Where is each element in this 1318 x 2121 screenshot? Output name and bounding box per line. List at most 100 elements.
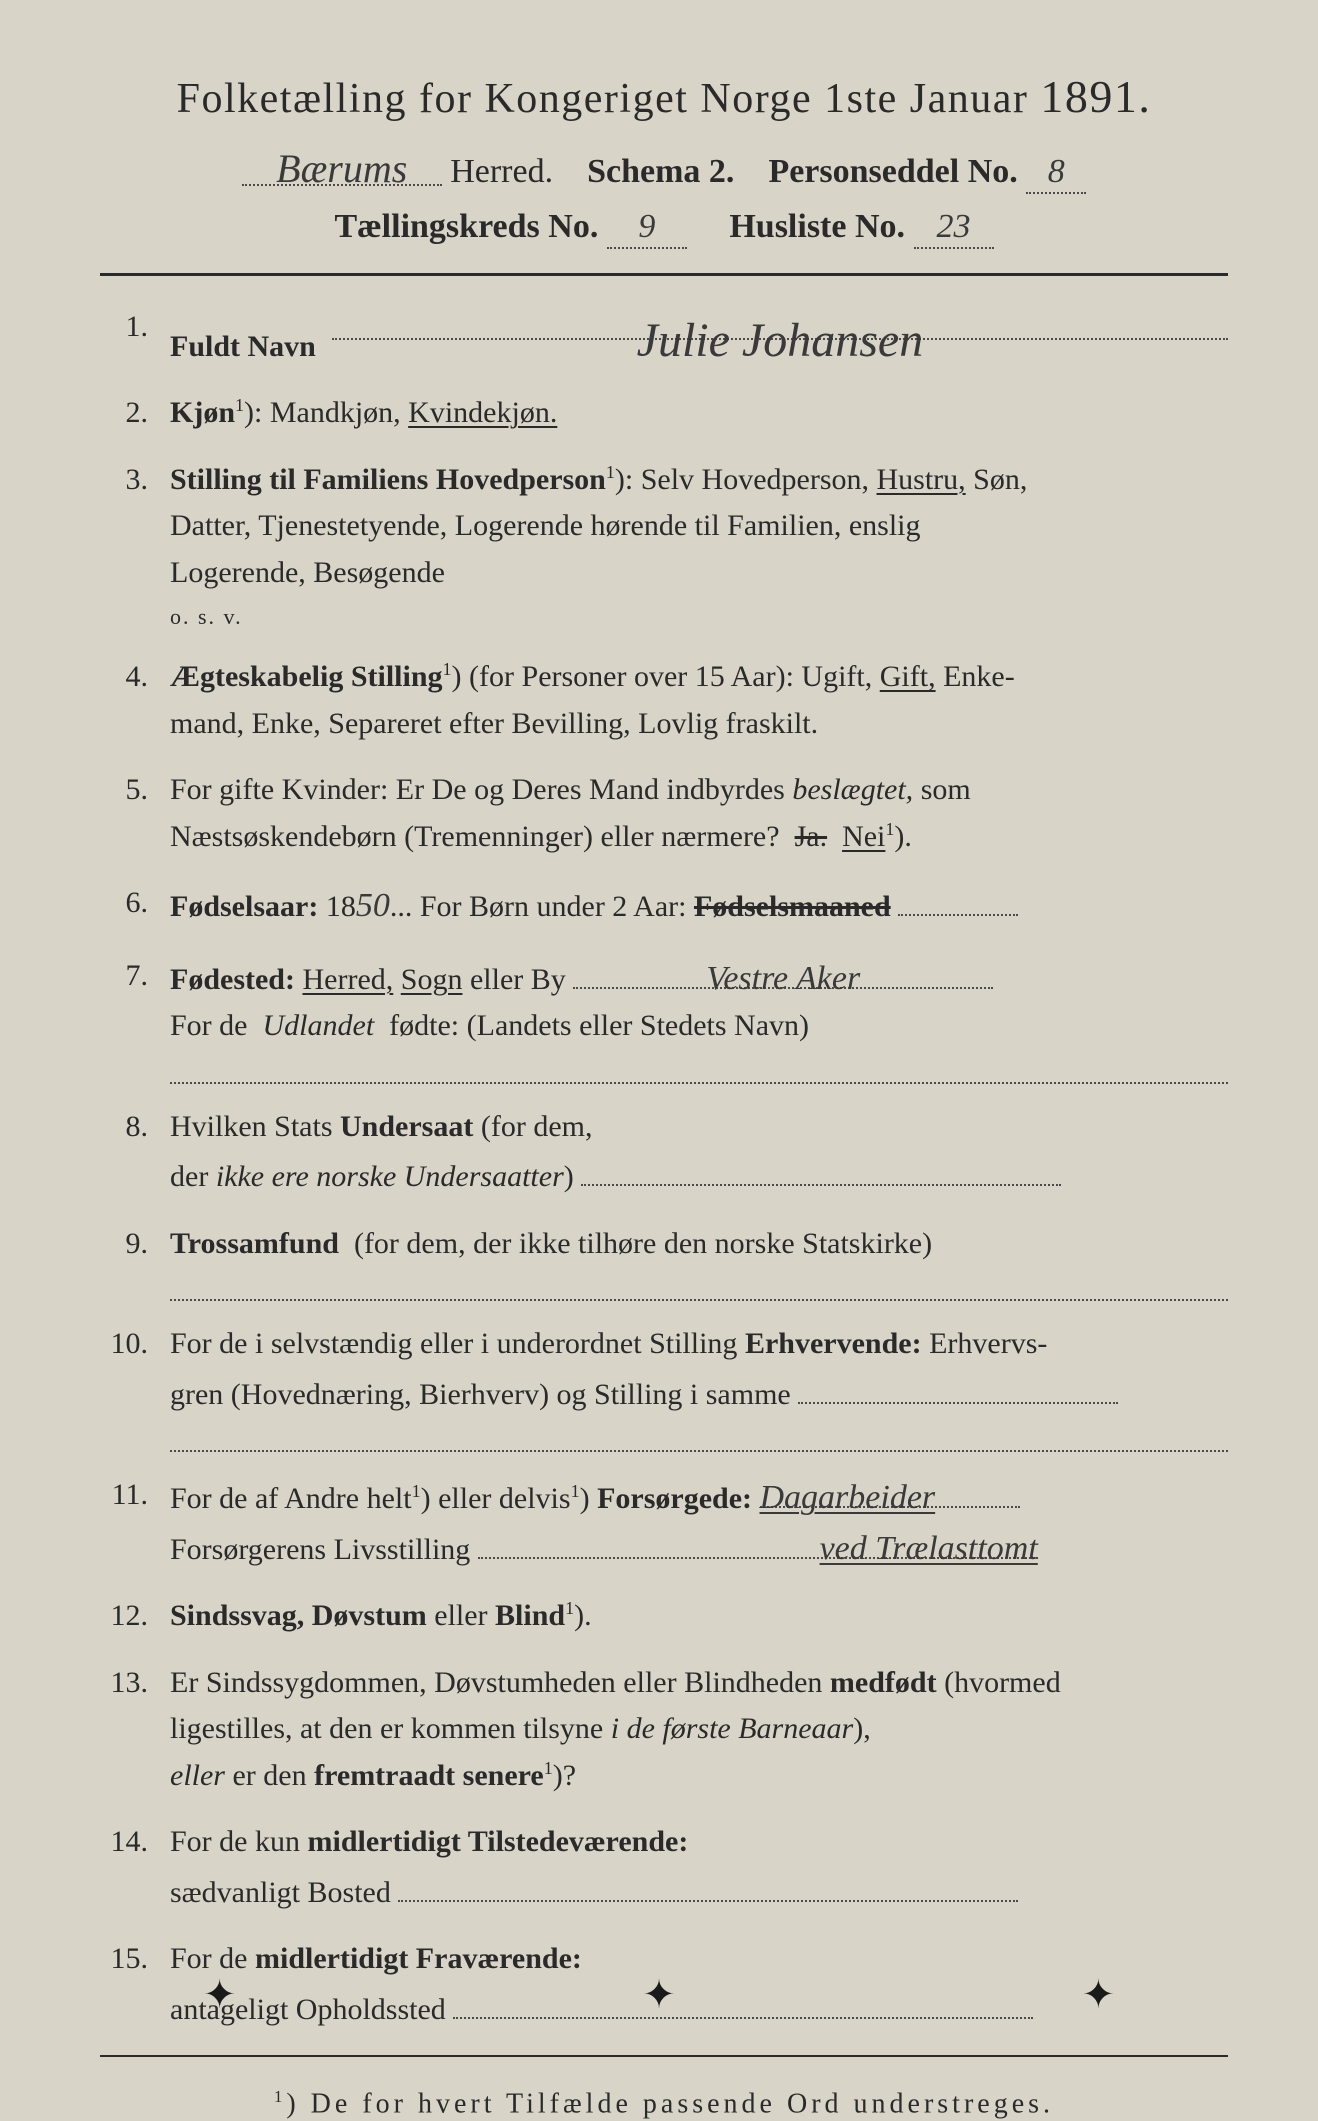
q5: 5. For gifte Kvinder: Er De og Deres Man… [100, 767, 1228, 860]
q4-line2: mand, Enke, Separeret efter Bevilling, L… [170, 707, 818, 740]
q5-num: 5. [100, 767, 170, 860]
q3: 3. Stilling til Familiens Hovedperson1):… [100, 457, 1228, 635]
q11-line1a: For de af Andre helt [170, 1482, 412, 1515]
divider-bottom [100, 2055, 1228, 2057]
q4-gift: Gift, [880, 660, 936, 693]
title-line: Folketælling for Kongeriget Norge 1ste J… [100, 70, 1228, 123]
q12: 12. Sindssvag, Døvstum eller Blind1). [100, 1593, 1228, 1640]
q4-sup: 1 [443, 659, 452, 679]
q7-lead: Fødested: [170, 963, 295, 996]
q11-sup2: 1 [571, 1481, 580, 1501]
q8-line2: der [170, 1160, 208, 1193]
q9: 9. Trossamfund (for dem, der ikke tilhør… [100, 1221, 1228, 1302]
q11-hw2: ved Trælasttomt [820, 1530, 1038, 1567]
q13-line3a: eller [170, 1759, 225, 1792]
q1-num: 1. [100, 304, 170, 371]
q4-rest2: Enke- [943, 660, 1015, 693]
q12-num: 12. [100, 1593, 170, 1640]
q7-line2b: Udlandet [263, 1009, 375, 1042]
q5-line1: For gifte Kvinder: Er De og Deres Mand i… [170, 773, 785, 806]
schema-label: Schema 2. [587, 153, 734, 190]
q5-nei: Nei [842, 820, 885, 853]
q5-line1b: som [921, 773, 971, 806]
q2-label-b: ): Mandkjøn, [244, 396, 401, 429]
q3-rest1: ): Selv Hovedperson, [615, 463, 869, 496]
q14: 14. For de kun midlertidigt Tilstedevære… [100, 1819, 1228, 1916]
kreds-label: Tællingskreds No. [334, 208, 598, 245]
q10-line2: gren (Hovednæring, Bierhverv) og Stillin… [170, 1378, 791, 1411]
footnote-text: ) De for hvert Tilfælde passende Ord und… [286, 2089, 1054, 2120]
q10: 10. For de i selvstændig eller i underor… [100, 1321, 1228, 1452]
q12-lead: Sindssvag, Døvstum [170, 1599, 427, 1632]
q9-lead: Trossamfund [170, 1227, 339, 1260]
q3-osv: o. s. v. [170, 600, 1228, 634]
q14-bold: midlertidigt Tilstedeværende: [308, 1825, 689, 1858]
q13-tail: )? [553, 1759, 576, 1792]
q6: 6. Fødselsaar: 1850... For Børn under 2 … [100, 880, 1228, 933]
q12-rest: eller [434, 1599, 487, 1632]
q9-blank [170, 1273, 1228, 1301]
personseddel-no: 8 [1048, 153, 1065, 190]
herred-line: Bærums Herred. Schema 2. Personseddel No… [100, 145, 1228, 194]
q6-maaned: Fødselsmaaned [694, 890, 891, 923]
q8-line2b: ) [564, 1160, 574, 1193]
mark-icon: ✦ [642, 1971, 676, 2018]
q4: 4. Ægteskabelig Stilling1) (for Personer… [100, 654, 1228, 747]
q11-line1b: ) [580, 1482, 590, 1515]
q5-line2a: Næstsøskendebørn (Tremenninger) eller næ… [170, 820, 780, 853]
q14-line1: For de kun [170, 1825, 300, 1858]
q12-blind: Blind [495, 1599, 565, 1632]
q11-num: 11. [100, 1472, 170, 1573]
q7-sogn: Sogn [401, 963, 463, 996]
q14-num: 14. [100, 1819, 170, 1916]
q3-num: 3. [100, 457, 170, 635]
q13: 13. Er Sindssygdommen, Døvstumheden elle… [100, 1660, 1228, 1800]
q4-rest: ) (for Personer over 15 Aar): Ugift, [452, 660, 873, 693]
q5-besl: beslægtet, [792, 773, 913, 806]
q12-sup: 1 [565, 1598, 574, 1618]
q13-num: 13. [100, 1660, 170, 1800]
kreds-line: Tællingskreds No. 9 Husliste No. 23 [100, 208, 1228, 249]
herred-label: Herred. [450, 153, 553, 190]
q3-lead: Stilling til Familiens Hovedperson [170, 463, 606, 496]
q13-line3b: er den [232, 1759, 306, 1792]
q6-num: 6. [100, 880, 170, 933]
title-text: Folketælling for Kongeriget Norge 1ste J… [177, 76, 1029, 122]
husliste-no: 23 [937, 208, 971, 245]
q13-sup: 1 [544, 1758, 553, 1778]
q13-line2b: ), [853, 1712, 871, 1745]
q2-num: 2. [100, 390, 170, 437]
q8-line1c: (for dem, [481, 1110, 593, 1143]
page-marks: ✦ ✦ ✦ [0, 1971, 1318, 2018]
form-header: Folketælling for Kongeriget Norge 1ste J… [100, 70, 1228, 249]
q2-kvinde: Kvindekjøn. [408, 396, 557, 429]
q11-mid: ) eller delvis [421, 1482, 571, 1515]
q7-line2c: fødte: (Landets eller Stedets Navn) [389, 1009, 809, 1042]
q7: 7. Fødested: Herred, Sogn eller By Vestr… [100, 953, 1228, 1084]
questions: 1. Fuldt Navn Julie Johansen 2. Kjøn1): … [100, 304, 1228, 2034]
husliste-label: Husliste No. [729, 208, 905, 245]
q8-num: 8. [100, 1104, 170, 1201]
q2-sup: 1 [235, 395, 244, 415]
q10-line1a: For de i selvstændig eller i underordnet… [170, 1327, 737, 1360]
q11-line2: Forsørgerens Livsstilling [170, 1533, 470, 1566]
divider-top [100, 273, 1228, 276]
q11: 11. For de af Andre helt1) eller delvis1… [100, 1472, 1228, 1573]
q11-hw1: Dagarbeider [760, 1479, 936, 1516]
q7-num: 7. [100, 953, 170, 1084]
personseddel-label: Personseddel No. [768, 153, 1017, 190]
q9-rest: (for dem, der ikke tilhøre den norske St… [354, 1227, 932, 1260]
q1-value: Julie Johansen [637, 304, 924, 378]
q13-fremtr: fremtraadt senere [314, 1759, 544, 1792]
q13-line2i: i de første Barneaar [611, 1712, 853, 1745]
q7-herred: Herred, [302, 963, 393, 996]
q10-blank [170, 1424, 1228, 1452]
q6-year-hw: 50 [356, 887, 390, 924]
footnote: 1) De for hvert Tilfælde passende Ord un… [100, 2087, 1228, 2120]
q8-line1b: Undersaat [340, 1110, 473, 1143]
q3-line2: Datter, Tjenestetyende, Logerende hørend… [170, 509, 921, 542]
q10-num: 10. [100, 1321, 170, 1452]
q3-hustru: Hustru, [877, 463, 966, 496]
q9-num: 9. [100, 1221, 170, 1302]
q1: 1. Fuldt Navn Julie Johansen [100, 304, 1228, 371]
